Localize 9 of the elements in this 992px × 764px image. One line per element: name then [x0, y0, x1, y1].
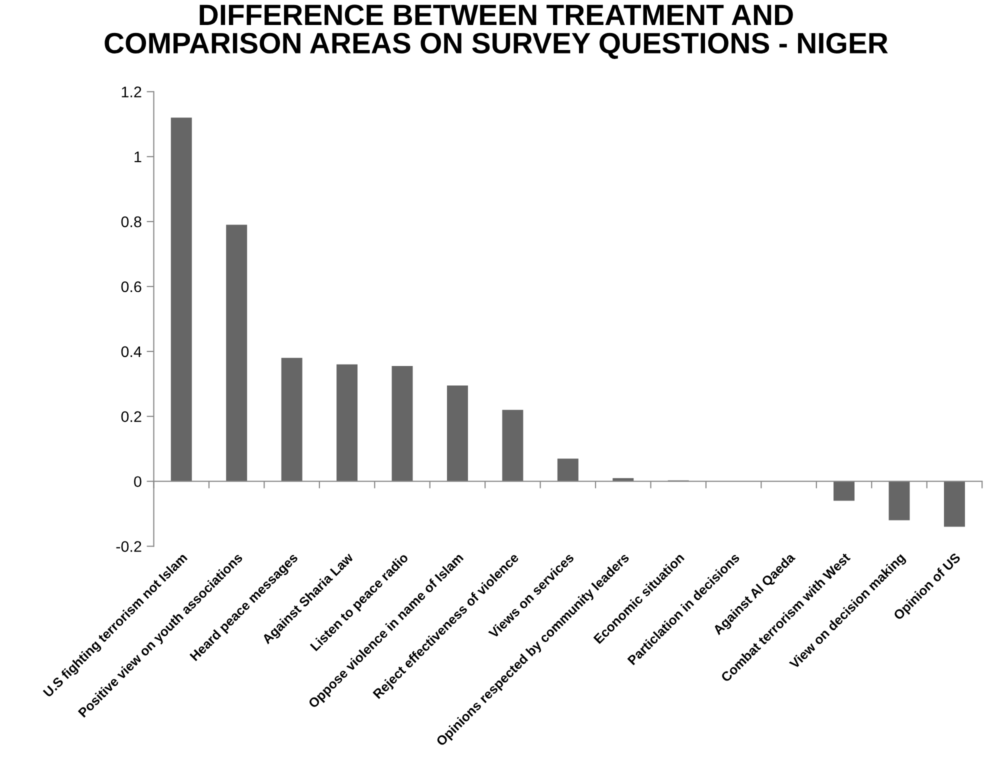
chart-title: DIFFERENCE BETWEEN TREATMENT AND COMPARISON AREAS ON SURVEY QUESTIONS - NIGER [104, 4, 888, 59]
y-tick-label: 0 [134, 476, 142, 488]
y-tick-label: 0.2 [121, 411, 142, 422]
y-tick-label: -0.2 [116, 541, 142, 552]
y-tick-label: 1 [134, 152, 142, 162]
y-tick-label: 0.6 [121, 281, 142, 292]
y-tick-label: 0.8 [121, 216, 142, 228]
y-tick-label: 0.4 [121, 346, 142, 358]
y-tick-label: 1.2 [122, 86, 142, 98]
